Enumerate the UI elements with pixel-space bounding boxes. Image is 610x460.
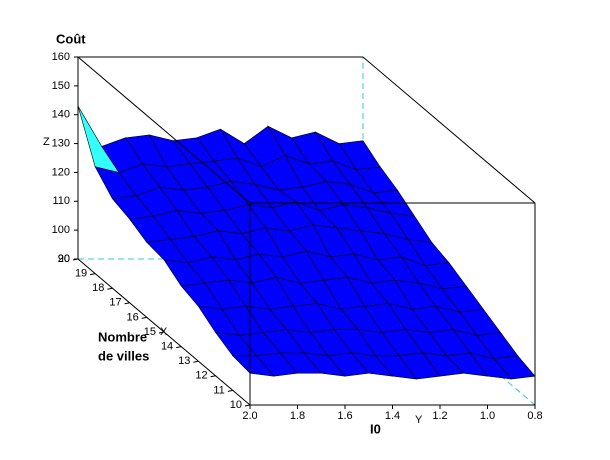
x-tick xyxy=(90,273,96,276)
x-tick-label: 10 xyxy=(230,399,242,411)
z-axis-letter: Z xyxy=(43,136,50,148)
x-label-line: de villes xyxy=(98,348,149,363)
x-tick-label: 19 xyxy=(75,268,87,280)
box-edge xyxy=(77,56,251,204)
z-tick-label: 130 xyxy=(52,137,70,149)
x-tick xyxy=(227,389,233,392)
y-tick-label: 0.8 xyxy=(527,410,542,422)
x-tick-label: 18 xyxy=(92,282,104,294)
y-tick-label: 1.0 xyxy=(480,410,495,422)
z-tick-label: 90 xyxy=(58,253,70,265)
z-tick-label: 120 xyxy=(52,166,70,178)
y-tick-label: 2.0 xyxy=(242,410,257,422)
x-tick xyxy=(176,346,182,349)
chart-title: Coût xyxy=(56,31,86,46)
x-tick xyxy=(72,258,79,261)
y-axis-letter: Y xyxy=(415,414,423,426)
x-tick xyxy=(210,375,216,378)
z-tick-label: 140 xyxy=(52,109,70,121)
x-tick-label: 17 xyxy=(109,297,121,309)
surface-patch xyxy=(232,355,275,377)
z-tick-label: 150 xyxy=(52,80,70,92)
x-tick-label: 11 xyxy=(213,384,224,396)
z-tick-label: 100 xyxy=(52,224,70,236)
x-tick xyxy=(244,404,251,407)
x-tick xyxy=(107,287,113,290)
x-tick xyxy=(193,360,199,363)
x-tick-label: 13 xyxy=(178,355,190,367)
x-tick-label: 12 xyxy=(195,370,207,382)
y-tick-label: 1.6 xyxy=(337,410,352,422)
y-label: I0 xyxy=(370,421,381,436)
x-tick-label: 14 xyxy=(161,341,173,353)
x-tick xyxy=(124,302,130,305)
x-tick-label: 16 xyxy=(127,311,139,323)
y-tick-label: 1.2 xyxy=(432,410,447,422)
x-tick xyxy=(141,316,147,319)
x-tick-label: 15 xyxy=(144,326,156,338)
x-tick xyxy=(158,331,165,334)
x-tick-label: 20 xyxy=(58,253,70,265)
x-label-line: Nombre xyxy=(98,329,147,344)
z-tick-label: 110 xyxy=(52,195,70,207)
box-edge xyxy=(362,56,536,204)
z-tick-label: 160 xyxy=(52,51,70,63)
y-tick-label: 1.4 xyxy=(385,410,400,422)
y-tick-label: 1.8 xyxy=(290,410,305,422)
